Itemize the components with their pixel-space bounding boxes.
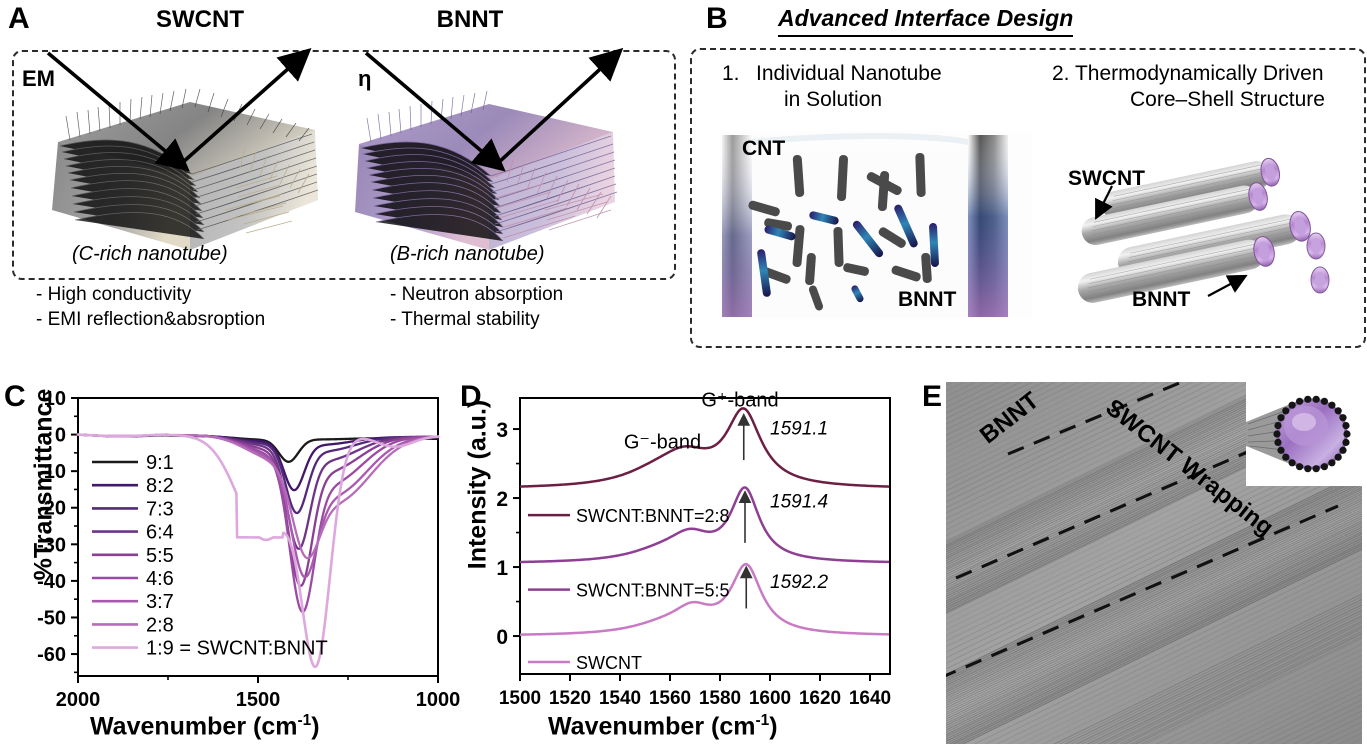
panel-b-sub2-line1: 2. Thermodynamically Driven: [1052, 62, 1324, 85]
panel-a-right-bullets: - Neutron absorption - Thermal stability: [390, 282, 563, 332]
panel-a-swcnt-title: SWCNT: [156, 6, 244, 33]
panel-d-xlabel-base: Wavenumber (cm: [548, 712, 756, 741]
svg-text:-30: -30: [37, 534, 66, 556]
list-item: - Thermal stability: [390, 309, 540, 330]
svg-text:1640: 1640: [849, 688, 891, 709]
svg-text:1:9 = SWCNT:BNNT: 1:9 = SWCNT:BNNT: [146, 638, 328, 660]
panel-a-swcnt-mat-illustration: [52, 88, 319, 250]
svg-text:G⁻-band: G⁻-band: [624, 431, 701, 453]
svg-text:1: 1: [496, 557, 508, 580]
panel-c-xlabel-sup: -1: [297, 712, 312, 729]
panel-a-right-caption: (B-rich nanotube): [390, 243, 545, 265]
panel-b-vial-label-cnt: CNT: [742, 137, 786, 160]
panel-e-tem-image: [946, 382, 1362, 744]
panel-a-letter: A: [8, 2, 30, 35]
svg-text:-60: -60: [37, 644, 66, 666]
svg-text:1000: 1000: [416, 689, 461, 711]
svg-text:1500: 1500: [499, 688, 541, 709]
svg-text:2000: 2000: [56, 689, 101, 711]
panel-a-bnnt-title: BNNT: [436, 6, 504, 33]
svg-text:5:5: 5:5: [146, 545, 174, 567]
svg-text:2: 2: [496, 488, 508, 511]
svg-text:SWCNT:BNNT=2:8: SWCNT:BNNT=2:8: [576, 506, 730, 526]
svg-text:SWCNT: SWCNT: [576, 653, 642, 673]
panel-d-letter: D: [460, 380, 482, 413]
svg-text:4:6: 4:6: [146, 568, 174, 590]
svg-text:9:1: 9:1: [146, 452, 174, 474]
svg-text:8:2: 8:2: [146, 475, 174, 497]
panel-b-sub1-line1: Individual Nanotube: [756, 62, 942, 85]
svg-text:1620: 1620: [799, 688, 841, 709]
svg-text:1580: 1580: [699, 688, 741, 709]
svg-text:10: 10: [44, 388, 66, 410]
panel-b-sub1-line2: in Solution: [784, 88, 883, 111]
panel-b-core-shell-bundle: [1077, 157, 1330, 303]
panel-b-solution-photo: [716, 125, 1036, 323]
svg-text:0: 0: [55, 425, 66, 447]
svg-text:1591.4: 1591.4: [770, 492, 828, 513]
panel-c-chart: 2000 1500 1000 10 0 -10 -20 -30 -40 -50 -60 9:18:27…: [37, 388, 460, 711]
svg-text:0: 0: [496, 626, 508, 649]
svg-text:-50: -50: [37, 607, 66, 629]
panel-b-sub1-num: 1.: [722, 62, 740, 85]
panel-a-em-label: EM: [22, 66, 55, 91]
panel-b-bundle-label-bnnt: BNNT: [1132, 288, 1191, 311]
svg-text:3:7: 3:7: [146, 591, 174, 613]
svg-text:1560: 1560: [649, 688, 691, 709]
panel-d-chart: 1500 1520 1540 1560 1580 1600 1620 1640 0 1 2 3 SWCN…: [496, 389, 891, 709]
list-item: - Neutron absorption: [390, 284, 564, 305]
svg-text:2:8: 2:8: [146, 614, 174, 636]
panel-e-letter: E: [922, 380, 943, 413]
panel-a-arrows-left: [46, 48, 312, 172]
svg-text:3: 3: [496, 419, 508, 442]
panel-b-title: Advanced Interface Design: [778, 5, 1074, 37]
panel-b-bundle-leader-lines: [1095, 185, 1248, 297]
svg-text:1500: 1500: [236, 689, 281, 711]
svg-text:6:4: 6:4: [146, 522, 174, 544]
panel-a-arrows-right: [364, 47, 624, 172]
svg-text:1540: 1540: [599, 688, 641, 709]
svg-text:-10: -10: [37, 461, 66, 483]
svg-text:-20: -20: [37, 498, 66, 520]
svg-text:-40: -40: [37, 571, 66, 593]
svg-text:1591.1: 1591.1: [770, 419, 828, 440]
svg-text:7:3: 7:3: [146, 498, 174, 520]
panel-c-letter: C: [4, 380, 26, 413]
panel-d-xlabel-close: ): [769, 712, 778, 741]
panel-b-sub2-line2: Core–Shell Structure: [1130, 88, 1325, 111]
svg-text:1600: 1600: [749, 688, 791, 709]
panel-c-xlabel: Wavenumber (cm-1): [90, 712, 320, 741]
svg-text:G⁺-band: G⁺-band: [701, 389, 778, 411]
panel-c-xlabel-close: ): [311, 712, 320, 741]
svg-text:SWCNT:BNNT=5:5: SWCNT:BNNT=5:5: [576, 581, 730, 601]
panel-b-letter: B: [706, 2, 728, 35]
panel-d-xlabel-sup: -1: [755, 712, 770, 729]
panel-a-dashed-frame: [12, 50, 676, 280]
panel-a-left-bullets: - High conductivity - EMI reflection&abs…: [36, 282, 265, 332]
list-item: - High conductivity: [36, 284, 192, 305]
panel-a-eta-label: η: [358, 66, 372, 91]
panel-d-xlabel: Wavenumber (cm-1): [548, 712, 778, 741]
panel-c-xlabel-base: Wavenumber (cm: [90, 712, 298, 741]
panel-b-bundle-label-swcnt: SWCNT: [1068, 167, 1145, 190]
svg-text:1520: 1520: [549, 688, 591, 709]
svg-text:1592.2: 1592.2: [770, 572, 829, 593]
panel-a-bnnt-mat-illustration: [355, 90, 618, 250]
panel-a-left-caption: (C-rich nanotube): [72, 243, 228, 265]
list-item: - EMI reflection&absroption: [36, 309, 266, 330]
panel-b-dashed-frame: [690, 48, 1366, 348]
panel-b-vial-label-bnnt: BNNT: [898, 288, 957, 311]
